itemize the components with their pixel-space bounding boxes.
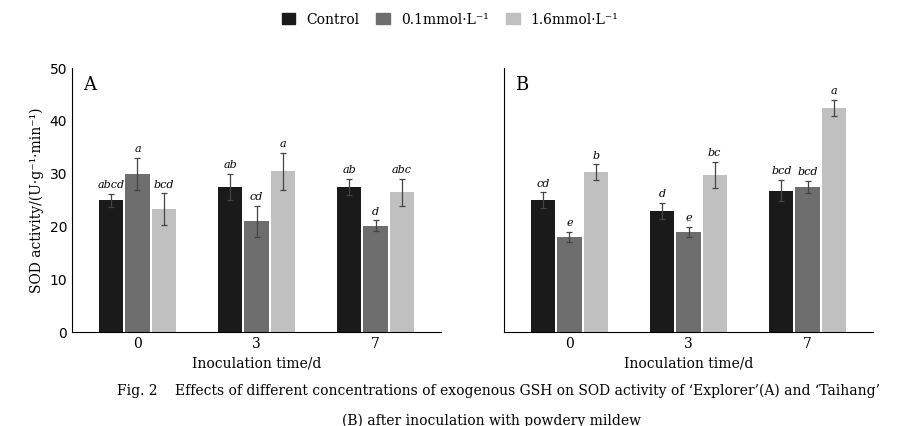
- Text: ab: ab: [343, 165, 356, 176]
- Text: cd: cd: [250, 192, 263, 202]
- Text: d: d: [659, 189, 666, 199]
- Bar: [338, 187, 362, 332]
- Text: bcd: bcd: [153, 180, 174, 190]
- Y-axis label: SOD activity/(U·g⁻¹·min⁻¹): SOD activity/(U·g⁻¹·min⁻¹): [30, 107, 44, 293]
- Bar: [531, 200, 555, 332]
- Bar: [125, 174, 149, 332]
- Text: Fig. 2    Effects of different concentrations of exogenous GSH on SOD activity o: Fig. 2 Effects of different concentratio…: [117, 383, 880, 398]
- Text: e: e: [566, 218, 572, 228]
- Text: ab: ab: [223, 160, 238, 170]
- Bar: [770, 191, 794, 332]
- Text: bc: bc: [708, 148, 722, 158]
- Bar: [703, 175, 726, 332]
- Text: a: a: [134, 144, 140, 154]
- Text: abc: abc: [392, 165, 411, 176]
- Bar: [271, 171, 294, 332]
- Text: bcd: bcd: [797, 167, 818, 177]
- Bar: [822, 108, 846, 332]
- Bar: [651, 211, 674, 332]
- Text: cd: cd: [536, 178, 550, 189]
- Text: a: a: [831, 86, 837, 96]
- Bar: [219, 187, 242, 332]
- Text: a: a: [279, 139, 286, 149]
- Bar: [583, 172, 608, 332]
- Legend: Control, 0.1mmol·L⁻¹, 1.6mmol·L⁻¹: Control, 0.1mmol·L⁻¹, 1.6mmol·L⁻¹: [276, 7, 624, 32]
- Text: d: d: [372, 207, 379, 216]
- Bar: [677, 232, 700, 332]
- Text: e: e: [685, 213, 692, 223]
- Text: A: A: [83, 76, 96, 94]
- Text: (B) after inoculation with powdery mildew: (B) after inoculation with powdery milde…: [342, 413, 641, 426]
- X-axis label: Inoculation time/d: Inoculation time/d: [624, 357, 753, 371]
- Bar: [151, 209, 176, 332]
- Bar: [245, 222, 268, 332]
- Bar: [796, 187, 820, 332]
- X-axis label: Inoculation time/d: Inoculation time/d: [192, 357, 321, 371]
- Bar: [557, 237, 581, 332]
- Bar: [99, 200, 123, 332]
- Text: b: b: [592, 151, 599, 161]
- Bar: [390, 192, 414, 332]
- Bar: [364, 226, 388, 332]
- Text: abcd: abcd: [98, 180, 125, 190]
- Text: B: B: [515, 76, 528, 94]
- Text: bcd: bcd: [771, 167, 792, 176]
